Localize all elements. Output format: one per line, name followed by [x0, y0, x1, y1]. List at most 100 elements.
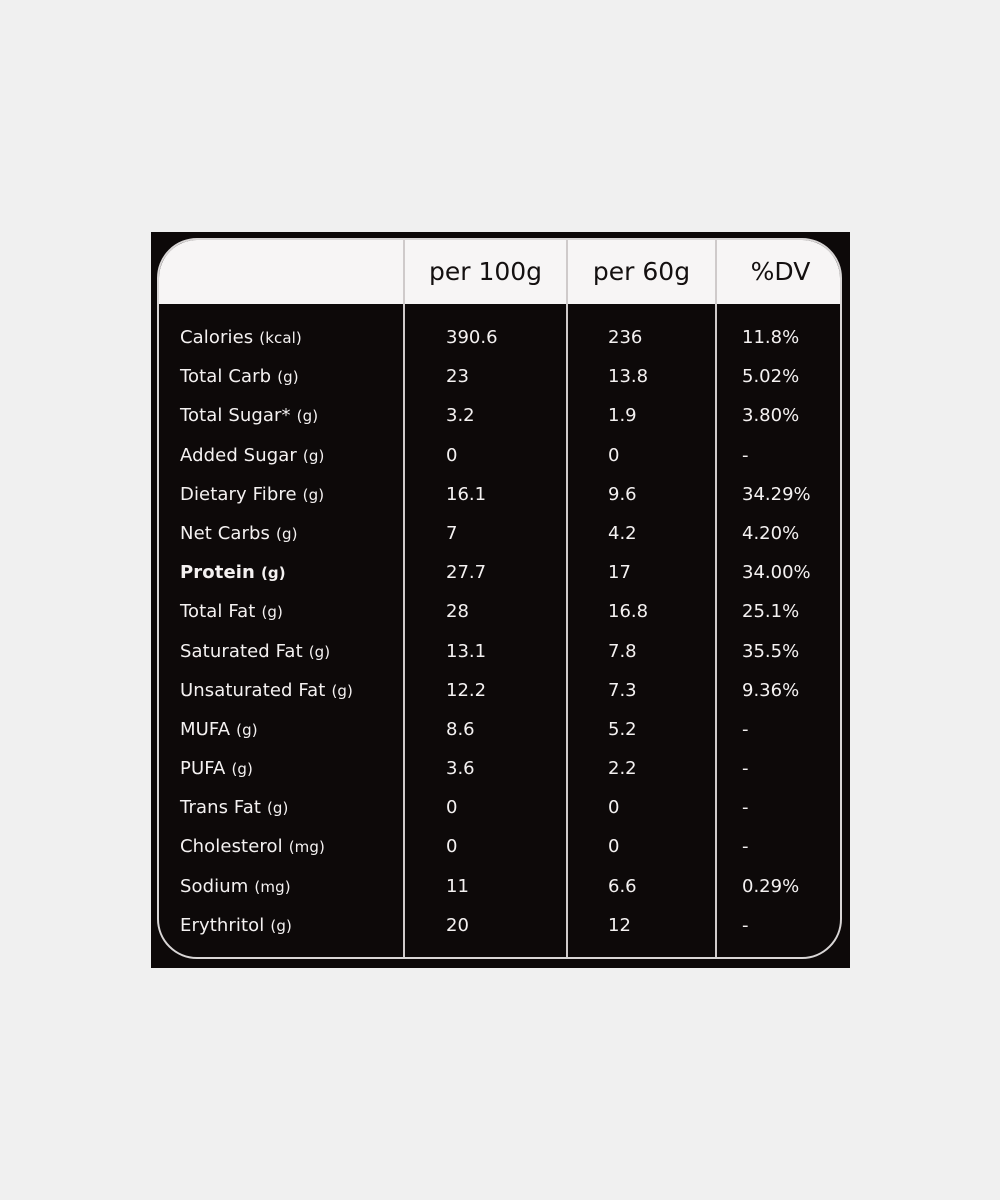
- value-per-60g: 9.6: [608, 483, 637, 505]
- table-row: Total Carb (g) 23 13.8 5.02%: [159, 357, 840, 396]
- value-daily-percent: 34.29%: [742, 483, 811, 505]
- nutrient-name: Trans Fat (g): [180, 788, 289, 828]
- value-per-60g: 12: [608, 914, 631, 936]
- nutrient-unit: (g): [231, 760, 253, 779]
- nutrient-name: Calories (kcal): [180, 318, 302, 358]
- nutrient-unit: (g): [302, 485, 325, 504]
- nutrient-unit: (mg): [254, 877, 291, 896]
- nutrient-name: Sodium (mg): [180, 867, 291, 907]
- value-per-60g: 4.2: [608, 522, 637, 544]
- nutrient-unit: (g): [260, 564, 286, 583]
- value-per-60g: 0: [608, 836, 620, 858]
- value-per-100g: 0: [446, 836, 458, 858]
- table-row: Unsaturated Fat (g) 12.2 7.3 9.36%: [159, 671, 840, 710]
- value-per-60g: 17: [608, 562, 631, 584]
- value-per-60g: 5.2: [608, 718, 637, 740]
- value-per-60g: 7.3: [608, 679, 637, 701]
- table-row: Dietary Fibre (g) 16.1 9.6 34.29%: [159, 475, 840, 514]
- value-daily-percent: 9.36%: [742, 679, 800, 701]
- nutrient-unit: (g): [270, 916, 292, 935]
- value-per-60g: 13.8: [608, 366, 649, 388]
- nutrient-label: Dietary Fibre: [180, 483, 297, 505]
- value-per-100g: 16.1: [446, 483, 487, 505]
- nutrient-unit: (g): [308, 642, 331, 661]
- value-per-100g: 7: [446, 522, 458, 544]
- nutrient-name: Net Carbs (g): [180, 514, 298, 554]
- nutrient-unit: (g): [266, 799, 289, 818]
- nutrient-label: Total Sugar*: [180, 405, 291, 427]
- value-daily-percent: 0.29%: [742, 875, 800, 897]
- value-per-100g: 27.7: [446, 562, 487, 584]
- value-per-60g: 6.6: [608, 875, 637, 897]
- nutrient-rows: Calories (kcal) 390.6 236 11.8% Total Carb (g)…: [159, 318, 840, 945]
- nutrient-label: PUFA: [180, 758, 226, 780]
- value-daily-percent: 5.02%: [742, 366, 800, 388]
- nutrient-unit: (g): [276, 524, 298, 543]
- table-row: Total Fat (g) 28 16.8 25.1%: [159, 592, 840, 631]
- value-per-60g: 1.9: [608, 405, 637, 427]
- value-daily-percent: 35.5%: [742, 640, 800, 662]
- value-per-60g: 236: [608, 327, 643, 348]
- table-row: Sodium (mg) 11 6.6 0.29%: [159, 867, 840, 906]
- value-per-100g: 13.1: [446, 640, 487, 662]
- nutrient-unit: (g): [236, 720, 258, 739]
- value-per-100g: 3.2: [446, 405, 475, 427]
- value-per-100g: 20: [446, 914, 469, 936]
- value-daily-percent: 11.8%: [742, 327, 800, 348]
- value-per-60g: 16.8: [608, 601, 649, 623]
- table-row: Cholesterol (mg) 0 0 -: [159, 827, 840, 866]
- value-daily-percent: -: [742, 444, 749, 466]
- nutrient-label: Erythritol: [180, 914, 265, 936]
- header-daily-value: %DV: [750, 257, 811, 286]
- table-row: PUFA (g) 3.6 2.2 -: [159, 749, 840, 788]
- value-per-100g: 28: [446, 601, 469, 623]
- column-divider: [403, 240, 405, 957]
- nutrient-label: Protein: [180, 562, 255, 584]
- value-per-100g: 11: [446, 875, 469, 897]
- nutrient-unit: (mg): [288, 838, 325, 857]
- table-row: Total Sugar* (g) 3.2 1.9 3.80%: [159, 396, 840, 435]
- nutrient-label: MUFA: [180, 718, 231, 740]
- table-row: Saturated Fat (g) 13.1 7.8 35.5%: [159, 632, 840, 671]
- nutrient-name: Added Sugar (g): [180, 436, 324, 476]
- nutrient-unit: (g): [331, 681, 353, 700]
- table-row: Added Sugar (g) 0 0 -: [159, 436, 840, 475]
- nutrient-label: Added Sugar: [180, 444, 297, 466]
- nutrient-name: MUFA (g): [180, 710, 258, 750]
- value-per-60g: 2.2: [608, 758, 637, 780]
- nutrient-name: Total Sugar* (g): [180, 396, 318, 436]
- value-daily-percent: 4.20%: [742, 522, 800, 544]
- nutrient-label: Unsaturated Fat: [180, 679, 326, 701]
- table-header: [159, 240, 840, 304]
- value-daily-percent: 25.1%: [742, 601, 800, 623]
- value-per-60g: 0: [608, 797, 620, 819]
- nutrient-label: Saturated Fat: [180, 640, 303, 662]
- table-row: MUFA (g) 8.6 5.2 -: [159, 710, 840, 749]
- value-per-100g: 23: [446, 366, 469, 388]
- value-per-100g: 0: [446, 444, 458, 466]
- nutrient-unit: (g): [296, 407, 319, 426]
- value-daily-percent: -: [742, 914, 749, 936]
- value-per-60g: 0: [608, 444, 620, 466]
- table-row: Net Carbs (g) 7 4.2 4.20%: [159, 514, 840, 553]
- nutrient-label: Net Carbs: [180, 522, 271, 544]
- value-per-60g: 7.8: [608, 640, 637, 662]
- nutrient-name: Cholesterol (mg): [180, 827, 325, 867]
- nutrient-unit: (kcal): [259, 329, 302, 347]
- header-per-60g: per 60g: [592, 257, 691, 286]
- value-daily-percent: -: [742, 797, 749, 819]
- nutrient-label: Total Carb: [180, 366, 272, 388]
- nutrient-name: Saturated Fat (g): [180, 632, 330, 672]
- nutrient-label: Trans Fat: [180, 797, 261, 819]
- nutrient-name: PUFA (g): [180, 749, 253, 789]
- value-per-100g: 0: [446, 797, 458, 819]
- nutrient-label: Cholesterol: [180, 836, 283, 858]
- nutrient-unit: (g): [261, 603, 283, 622]
- nutrient-name: Total Carb (g): [180, 357, 299, 397]
- value-per-100g: 3.6: [446, 758, 475, 780]
- nutrition-label: per 100g per 60g %DV Calories (kcal) 390.6…: [151, 232, 850, 968]
- value-daily-percent: -: [742, 718, 749, 740]
- column-divider: [715, 240, 717, 957]
- column-divider: [566, 240, 568, 957]
- nutrient-name: Total Fat (g): [180, 592, 283, 632]
